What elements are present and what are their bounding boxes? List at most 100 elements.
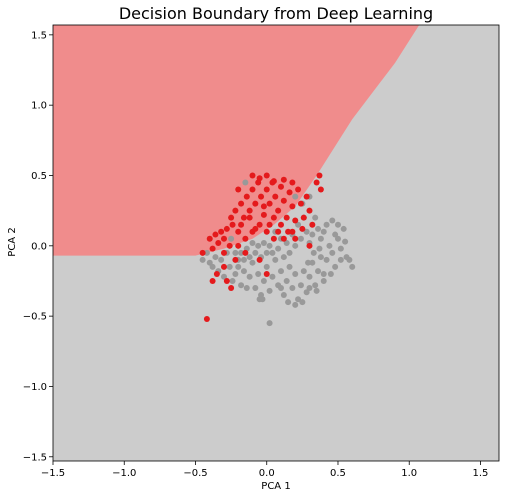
point-series-0-28	[280, 292, 287, 299]
point-series-1-37	[303, 193, 310, 200]
point-series-0-73	[275, 245, 282, 252]
point-series-1-3	[209, 245, 216, 252]
point-series-0-102	[313, 287, 320, 294]
point-series-0-65	[297, 235, 304, 242]
point-series-1-76	[289, 228, 296, 235]
point-series-0-43	[323, 256, 330, 263]
point-series-1-59	[256, 221, 263, 228]
point-series-1-27	[275, 207, 282, 214]
point-series-1-4	[212, 231, 219, 238]
point-series-1-51	[223, 277, 230, 284]
point-series-0-25	[272, 256, 279, 263]
point-series-0-75	[269, 249, 276, 256]
point-series-1-34	[295, 186, 302, 193]
point-series-1-38	[306, 207, 313, 214]
point-series-1-7	[220, 235, 227, 242]
point-series-1-1	[199, 249, 206, 256]
point-series-0-98	[266, 320, 273, 327]
point-series-0-52	[349, 263, 356, 270]
point-series-0-9	[226, 263, 233, 270]
point-series-0-86	[238, 249, 245, 256]
point-series-0-67	[292, 242, 299, 249]
plot-frame	[52, 24, 500, 462]
point-series-0-47	[334, 235, 341, 242]
chart-title: Decision Boundary from Deep Learning	[119, 4, 433, 23]
point-series-0-45	[329, 249, 336, 256]
point-series-0-2	[206, 259, 213, 266]
point-series-0-31	[289, 285, 296, 292]
point-series-0-56	[323, 221, 330, 228]
point-series-0-41	[317, 254, 324, 261]
point-series-1-8	[223, 225, 230, 232]
point-series-1-43	[249, 172, 256, 179]
point-series-1-48	[289, 179, 296, 186]
point-series-1-45	[263, 172, 270, 179]
point-series-0-3	[209, 263, 216, 270]
point-series-1-46	[270, 178, 277, 185]
point-series-1-11	[229, 221, 236, 228]
point-series-0-39	[312, 282, 319, 289]
point-series-0-93	[292, 193, 299, 200]
y-tick-label: −1.5	[23, 452, 47, 463]
point-series-0-59	[315, 225, 322, 232]
point-series-1-66	[306, 242, 313, 249]
point-series-0-63	[303, 228, 310, 235]
point-series-1-47	[280, 176, 287, 183]
point-series-0-38	[309, 259, 316, 266]
point-series-0-105	[332, 263, 339, 270]
point-series-0-18	[252, 285, 259, 292]
point-series-0-95	[292, 301, 299, 308]
point-series-1-31	[286, 189, 293, 196]
point-series-1-67	[235, 242, 242, 249]
point-series-0-107	[310, 249, 317, 256]
point-series-0-16	[246, 273, 253, 280]
point-series-1-75	[280, 235, 287, 242]
point-series-1-69	[238, 221, 245, 228]
point-series-0-80	[255, 242, 262, 249]
point-series-0-37	[306, 273, 313, 280]
point-series-1-16	[243, 193, 250, 200]
point-series-1-0	[203, 315, 210, 322]
point-series-0-24	[269, 273, 276, 280]
point-series-0-85	[240, 256, 247, 263]
point-series-1-28	[277, 183, 284, 190]
point-series-1-56	[220, 249, 227, 256]
point-series-0-71	[280, 254, 287, 261]
point-series-0-70	[283, 240, 290, 246]
point-series-0-27	[277, 268, 284, 275]
point-series-0-23	[266, 287, 273, 294]
point-series-1-71	[252, 225, 259, 232]
point-series-1-73	[266, 221, 273, 228]
point-series-1-14	[238, 200, 245, 207]
point-series-1-26	[272, 193, 279, 200]
point-series-0-57	[320, 228, 327, 235]
point-series-1-74	[275, 228, 282, 235]
point-series-0-29	[283, 277, 290, 284]
point-series-0-76	[266, 242, 273, 249]
point-series-1-15	[240, 214, 247, 221]
x-tick-label: −0.5	[183, 468, 207, 479]
point-series-0-54	[334, 221, 341, 228]
point-series-1-24	[266, 200, 273, 207]
x-tick-label: 0.0	[259, 468, 275, 479]
point-series-1-6	[218, 228, 225, 235]
point-series-1-62	[277, 221, 284, 228]
point-series-0-61	[309, 231, 316, 238]
point-series-0-104	[327, 270, 334, 277]
point-series-0-35	[300, 268, 307, 275]
point-series-1-33	[292, 217, 299, 224]
point-series-0-66	[295, 221, 302, 228]
point-series-1-61	[270, 214, 277, 221]
point-series-0-51	[346, 256, 353, 263]
point-series-0-88	[232, 249, 239, 256]
point-series-1-18	[249, 186, 256, 193]
point-series-1-19	[252, 200, 259, 207]
point-series-0-14	[240, 268, 247, 275]
point-series-1-63	[285, 228, 292, 235]
y-tick-label: 1.0	[31, 101, 47, 112]
point-series-0-99	[259, 296, 266, 303]
point-series-0-4	[212, 254, 219, 261]
point-series-0-32	[292, 270, 299, 277]
point-series-0-77	[263, 249, 270, 256]
y-tick-label: 0.0	[31, 241, 47, 252]
